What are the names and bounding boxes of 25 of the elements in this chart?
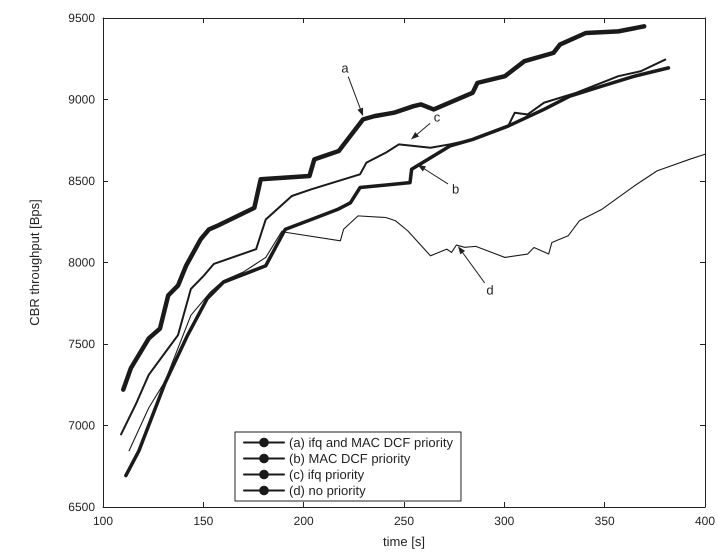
y-axis-title: CBR throughput [Bps]	[27, 199, 42, 326]
annotation: b	[452, 181, 460, 196]
legend-label: (a) ifq and MAC DCF priority	[289, 435, 454, 450]
legend-label: (d) no priority	[289, 483, 366, 498]
y-tick-label: 9500	[68, 11, 96, 25]
x-tick-label: 200	[294, 514, 314, 528]
annotation: a	[341, 60, 349, 76]
x-tick-label: 350	[594, 514, 615, 528]
x-tick-label: 100	[92, 514, 114, 528]
x-tick-label: 250	[394, 514, 414, 528]
legend-label: (b) MAC DCF priority	[289, 451, 411, 466]
x-axis-title: time [s]	[383, 534, 425, 549]
annotation: d	[486, 282, 494, 298]
line-series	[121, 24, 646, 392]
y-tick-label: 7500	[68, 337, 96, 351]
y-tick-label: 9000	[68, 92, 96, 106]
x-tick-label: 150	[193, 514, 214, 528]
y-tick-label: 6500	[68, 500, 96, 514]
y-tick-label: 8000	[68, 256, 96, 270]
y-tick-label: 7000	[68, 418, 96, 432]
legend-label: (c) ifq priority	[289, 467, 365, 482]
x-tick-label: 400	[694, 514, 716, 528]
y-tick-label: 8500	[68, 174, 96, 188]
annotation: c	[434, 110, 440, 125]
x-tick-label: 300	[494, 514, 515, 528]
